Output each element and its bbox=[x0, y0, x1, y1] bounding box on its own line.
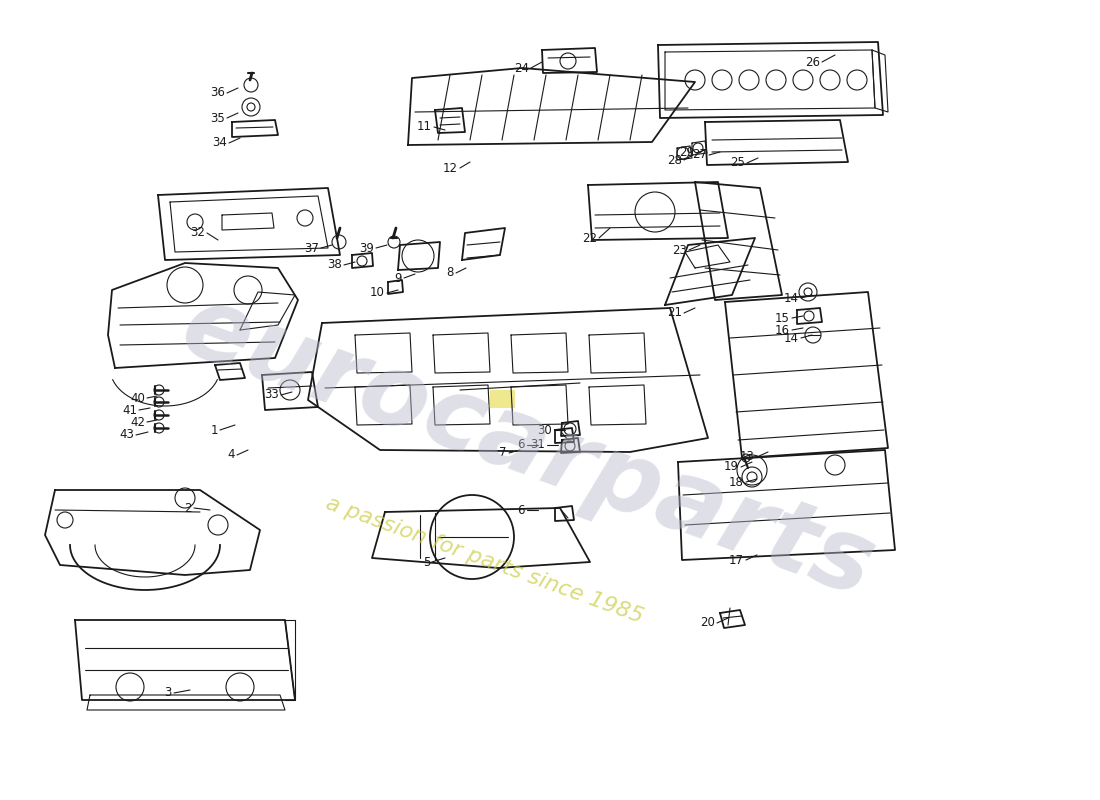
Text: 19: 19 bbox=[724, 461, 739, 474]
Text: eurocarparts: eurocarparts bbox=[168, 278, 888, 618]
Text: 2: 2 bbox=[185, 502, 192, 514]
Text: 34: 34 bbox=[212, 137, 227, 150]
Text: 41: 41 bbox=[122, 403, 138, 417]
Text: 8: 8 bbox=[447, 266, 454, 279]
Text: 1: 1 bbox=[210, 423, 218, 437]
Bar bbox=[490, 390, 515, 408]
Text: 35: 35 bbox=[210, 111, 225, 125]
Text: 24: 24 bbox=[514, 62, 529, 74]
Text: 16: 16 bbox=[776, 323, 790, 337]
Text: 3: 3 bbox=[165, 686, 172, 699]
Text: 14: 14 bbox=[784, 331, 799, 345]
Text: 27: 27 bbox=[692, 149, 707, 162]
Text: 18: 18 bbox=[729, 475, 744, 489]
Text: 32: 32 bbox=[190, 226, 205, 239]
Text: 21: 21 bbox=[667, 306, 682, 319]
Text: 22: 22 bbox=[582, 231, 597, 245]
Text: 5: 5 bbox=[422, 555, 430, 569]
Text: 10: 10 bbox=[370, 286, 385, 299]
Text: 30: 30 bbox=[537, 423, 552, 437]
Text: 17: 17 bbox=[729, 554, 744, 566]
Text: 28: 28 bbox=[667, 154, 682, 166]
Text: 12: 12 bbox=[443, 162, 458, 174]
Text: 38: 38 bbox=[328, 258, 342, 271]
Text: 25: 25 bbox=[730, 157, 745, 170]
Text: 9: 9 bbox=[395, 271, 402, 285]
Text: 15: 15 bbox=[776, 311, 790, 325]
Text: 37: 37 bbox=[304, 242, 319, 254]
Text: 36: 36 bbox=[210, 86, 225, 99]
Text: 26: 26 bbox=[805, 55, 820, 69]
Text: 29: 29 bbox=[679, 146, 694, 159]
Text: a passion for parts since 1985: a passion for parts since 1985 bbox=[322, 493, 646, 627]
Text: 23: 23 bbox=[672, 243, 688, 257]
Text: 42: 42 bbox=[130, 415, 145, 429]
Text: 7: 7 bbox=[499, 446, 507, 459]
Text: 40: 40 bbox=[130, 391, 145, 405]
Text: 11: 11 bbox=[417, 121, 432, 134]
Text: 20: 20 bbox=[700, 617, 715, 630]
Text: 6: 6 bbox=[517, 503, 525, 517]
Text: 4: 4 bbox=[228, 449, 235, 462]
Text: 6: 6 bbox=[517, 438, 525, 451]
Text: 43: 43 bbox=[119, 429, 134, 442]
Text: 14: 14 bbox=[784, 291, 799, 305]
Text: 13: 13 bbox=[740, 450, 755, 463]
Text: 31: 31 bbox=[530, 438, 544, 451]
Text: 33: 33 bbox=[264, 389, 279, 402]
Text: 39: 39 bbox=[359, 242, 374, 254]
